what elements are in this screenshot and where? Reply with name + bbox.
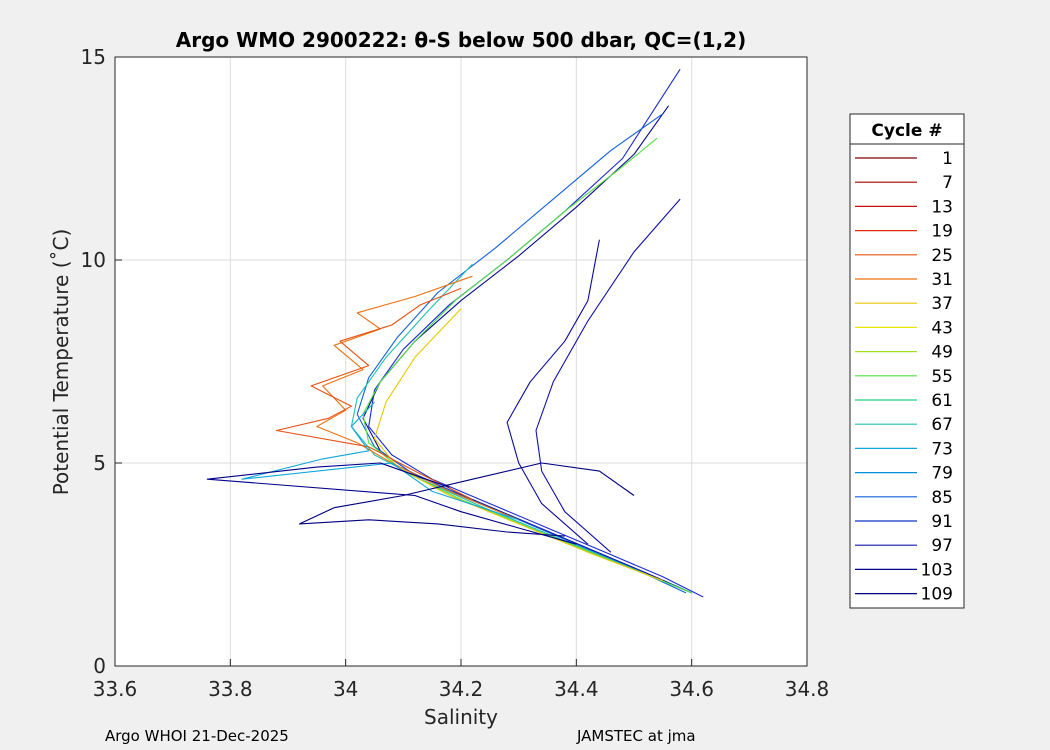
series-line-10 [206,462,577,545]
legend-label-61: 61 [931,391,953,411]
series-line-9 [241,401,519,521]
y-tick-labels: 0 5 10 15 [81,45,106,678]
y-tick-label: 5 [93,451,106,475]
legend-entries: 1 7 13 19 25 31 37 43 49 55 61 67 73 79 85 91 97 103 109 [855,149,953,605]
legend-title: Cycle # [871,121,942,141]
x-tick-label: 33.8 [208,677,253,701]
series-line-13 [535,198,681,553]
legend-label-109: 109 [921,585,953,605]
x-tick-label: 33.6 [93,677,138,701]
x-tick-labels: 33.6 33.8 34 34.2 34.4 34.6 34.8 [93,677,830,701]
x-tick-label: 34.4 [554,677,599,701]
series-line-4 [350,263,692,594]
y-tick-label: 0 [93,654,106,678]
series-line-5 [362,137,692,594]
legend-label-43: 43 [931,318,953,338]
legend-label-103: 103 [921,560,953,580]
legend-label-7: 7 [942,173,953,193]
footer-right: JAMSTEC at jma [576,727,696,745]
legend-label-73: 73 [931,439,953,459]
grid [114,56,808,667]
x-tick-label: 34.8 [785,677,830,701]
series-line-8 [275,287,473,500]
legend-label-67: 67 [931,415,953,435]
legend-label-37: 37 [931,294,953,314]
series-group [206,68,704,598]
y-tick-label: 15 [81,45,106,69]
legend-label-25: 25 [931,246,953,266]
legend-label-19: 19 [931,222,953,242]
x-tick-label: 34.6 [669,677,714,701]
legend-label-49: 49 [931,343,953,363]
x-tick-label: 34.2 [439,677,484,701]
y-tick-label: 10 [81,248,106,272]
series-line-12 [506,239,600,545]
legend-label-91: 91 [931,512,953,532]
legend-label-97: 97 [931,536,953,556]
x-tick-label: 34 [333,677,358,701]
legend-label-85: 85 [931,488,953,508]
x-axis-label: Salinity [424,705,498,729]
legend: Cycle # 1 7 13 19 25 31 37 43 49 55 61 67 73 79 85 91 97… [849,113,965,609]
y-axis-label: Potential Temperature (˚C) [49,229,73,496]
footer-left: Argo WHOI 21-Dec-2025 [105,727,289,745]
legend-label-55: 55 [931,367,953,387]
chart-title: Argo WMO 2900222: θ-S below 500 dbar, QC… [176,28,746,52]
series-line-11 [298,462,635,537]
legend-label-79: 79 [931,464,953,484]
legend-label-13: 13 [931,197,953,217]
series-line-2 [362,105,692,594]
legend-label-1: 1 [942,149,953,169]
legend-box [849,113,965,609]
axes-box [114,56,808,667]
legend-label-31: 31 [931,270,953,290]
